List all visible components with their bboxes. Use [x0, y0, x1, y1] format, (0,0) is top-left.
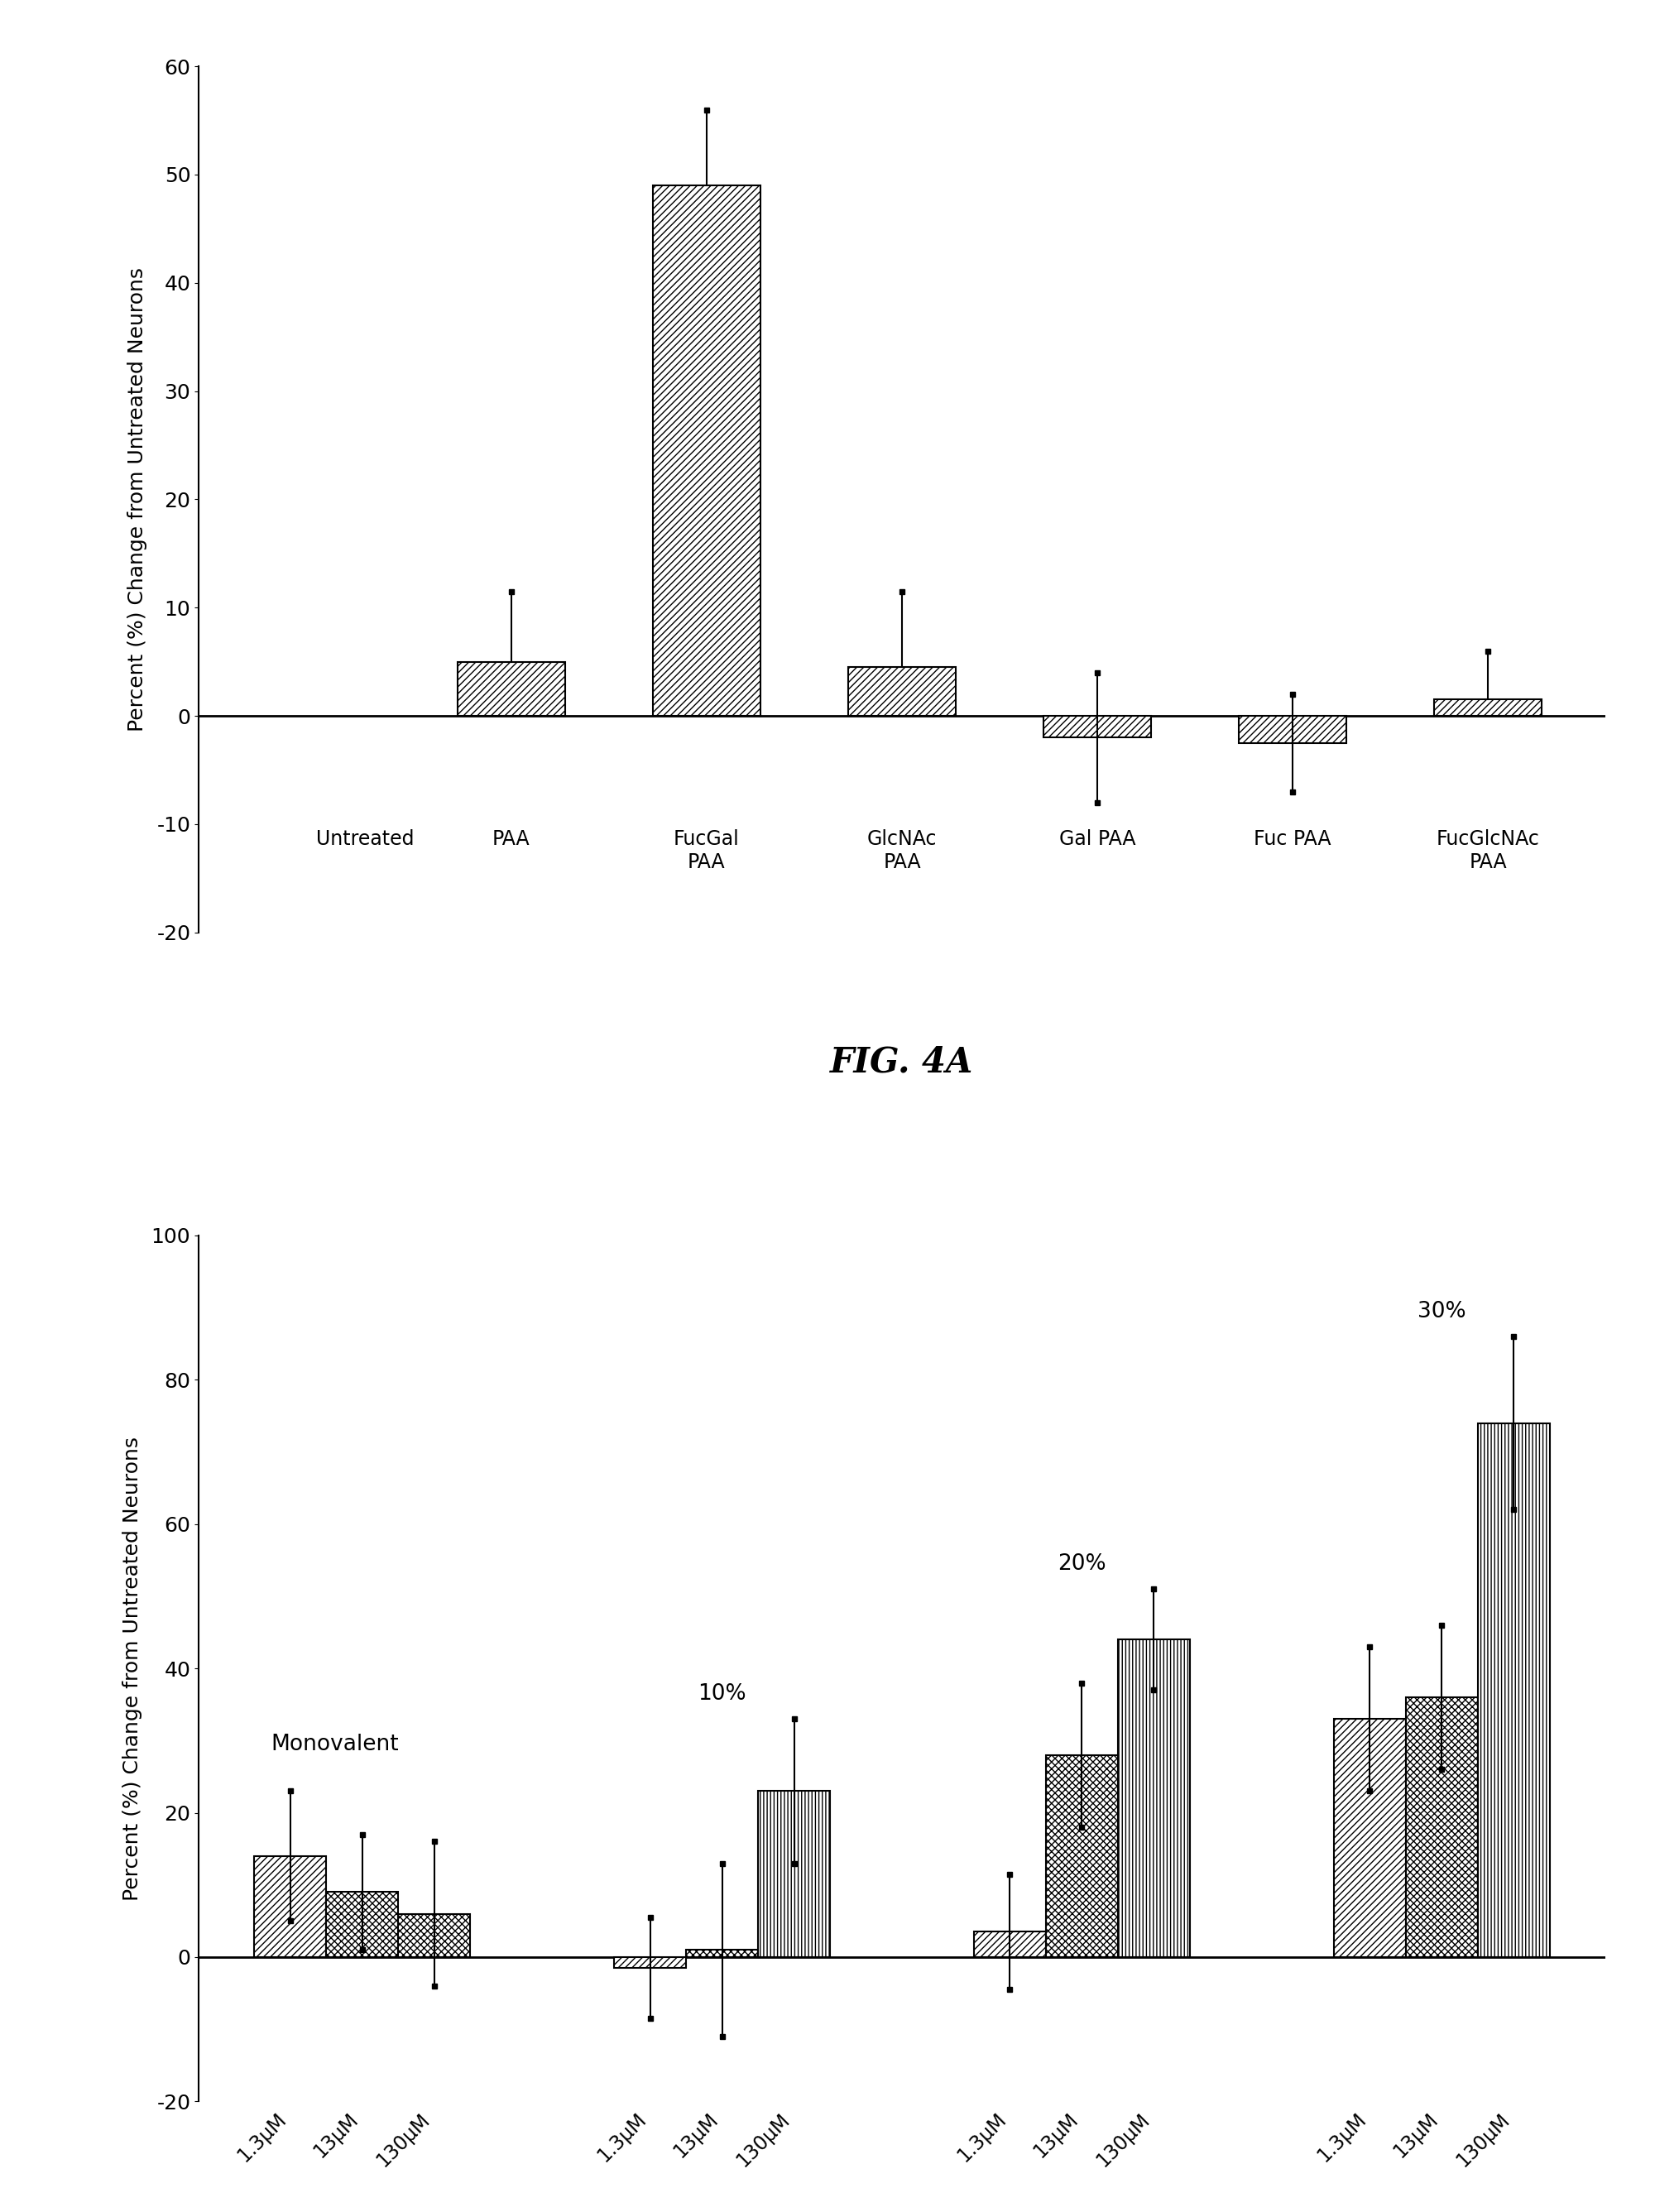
Text: 30%: 30% — [1418, 1301, 1466, 1323]
Text: FucGlcNAc
PAA: FucGlcNAc PAA — [1437, 830, 1539, 872]
Bar — [1435, 699, 1542, 717]
Text: 10%: 10% — [698, 1683, 746, 1705]
Bar — [687, 1949, 758, 1958]
Text: PAA: PAA — [492, 830, 530, 849]
Bar — [1405, 1697, 1478, 1958]
Bar — [758, 1792, 831, 1958]
Bar — [399, 1913, 470, 1958]
Text: GlcNAc
PAA: GlcNAc PAA — [867, 830, 937, 872]
Y-axis label: Percent (%) Change from Untreated Neurons: Percent (%) Change from Untreated Neuron… — [122, 1436, 142, 1900]
Bar — [1240, 717, 1347, 743]
Bar — [1117, 1639, 1190, 1958]
Bar — [1334, 1719, 1405, 1958]
Bar — [849, 668, 955, 717]
Text: Fuc PAA: Fuc PAA — [1254, 830, 1331, 849]
Bar — [457, 661, 564, 717]
Y-axis label: Percent (%) Change from Untreated Neurons: Percent (%) Change from Untreated Neuron… — [127, 268, 147, 732]
Text: FIG. 4A: FIG. 4A — [831, 1044, 973, 1079]
Bar — [1046, 1754, 1117, 1958]
Text: Gal PAA: Gal PAA — [1059, 830, 1135, 849]
Bar — [973, 1931, 1046, 1958]
Bar — [1478, 1422, 1549, 1958]
Text: Monovalent: Monovalent — [270, 1734, 399, 1754]
Text: 20%: 20% — [1058, 1553, 1106, 1575]
Text: Untreated: Untreated — [316, 830, 414, 849]
Bar — [326, 1891, 399, 1958]
Bar — [614, 1958, 687, 1969]
Text: FucGal
PAA: FucGal PAA — [674, 830, 740, 872]
Bar — [1044, 717, 1152, 737]
Bar — [652, 186, 760, 717]
Bar — [255, 1856, 326, 1958]
